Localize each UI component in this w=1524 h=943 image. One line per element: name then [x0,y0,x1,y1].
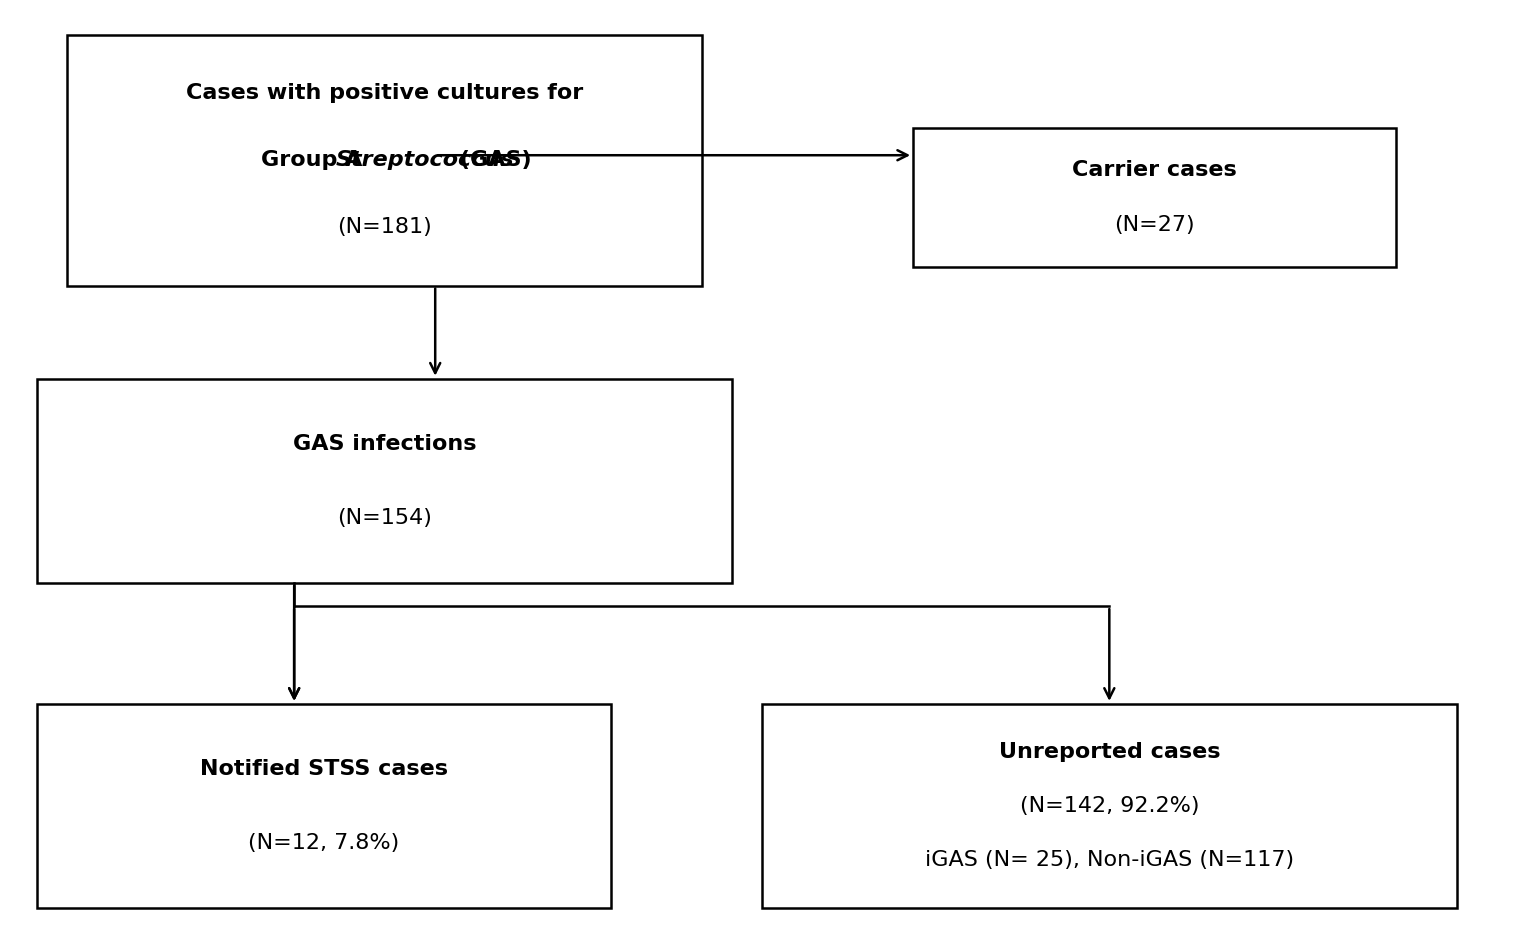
Bar [37,378,732,583]
Text: iGAS (N= 25), Non-iGAS (N=117): iGAS (N= 25), Non-iGAS (N=117) [925,850,1294,869]
Bar [913,127,1396,267]
Text: (N=12, 7.8%): (N=12, 7.8%) [248,834,399,853]
Text: Carrier cases: Carrier cases [1073,159,1237,179]
Text: (N=142, 92.2%): (N=142, 92.2%) [1020,796,1199,816]
Text: Streptococcus: Streptococcus [335,150,515,171]
Bar [37,703,611,908]
Text: (N=154): (N=154) [337,508,431,528]
Text: (N=181): (N=181) [337,217,431,237]
Text: (GAS): (GAS) [451,150,532,171]
Bar [67,35,701,286]
Text: Group A: Group A [261,150,370,171]
Text: Cases with positive cultures for: Cases with positive cultures for [186,83,584,104]
Text: (N=27): (N=27) [1114,215,1195,236]
Text: Notified STSS cases: Notified STSS cases [200,759,448,779]
Text: Unreported cases: Unreported cases [998,742,1221,762]
Bar [762,703,1457,908]
Text: GAS infections: GAS infections [293,434,475,454]
